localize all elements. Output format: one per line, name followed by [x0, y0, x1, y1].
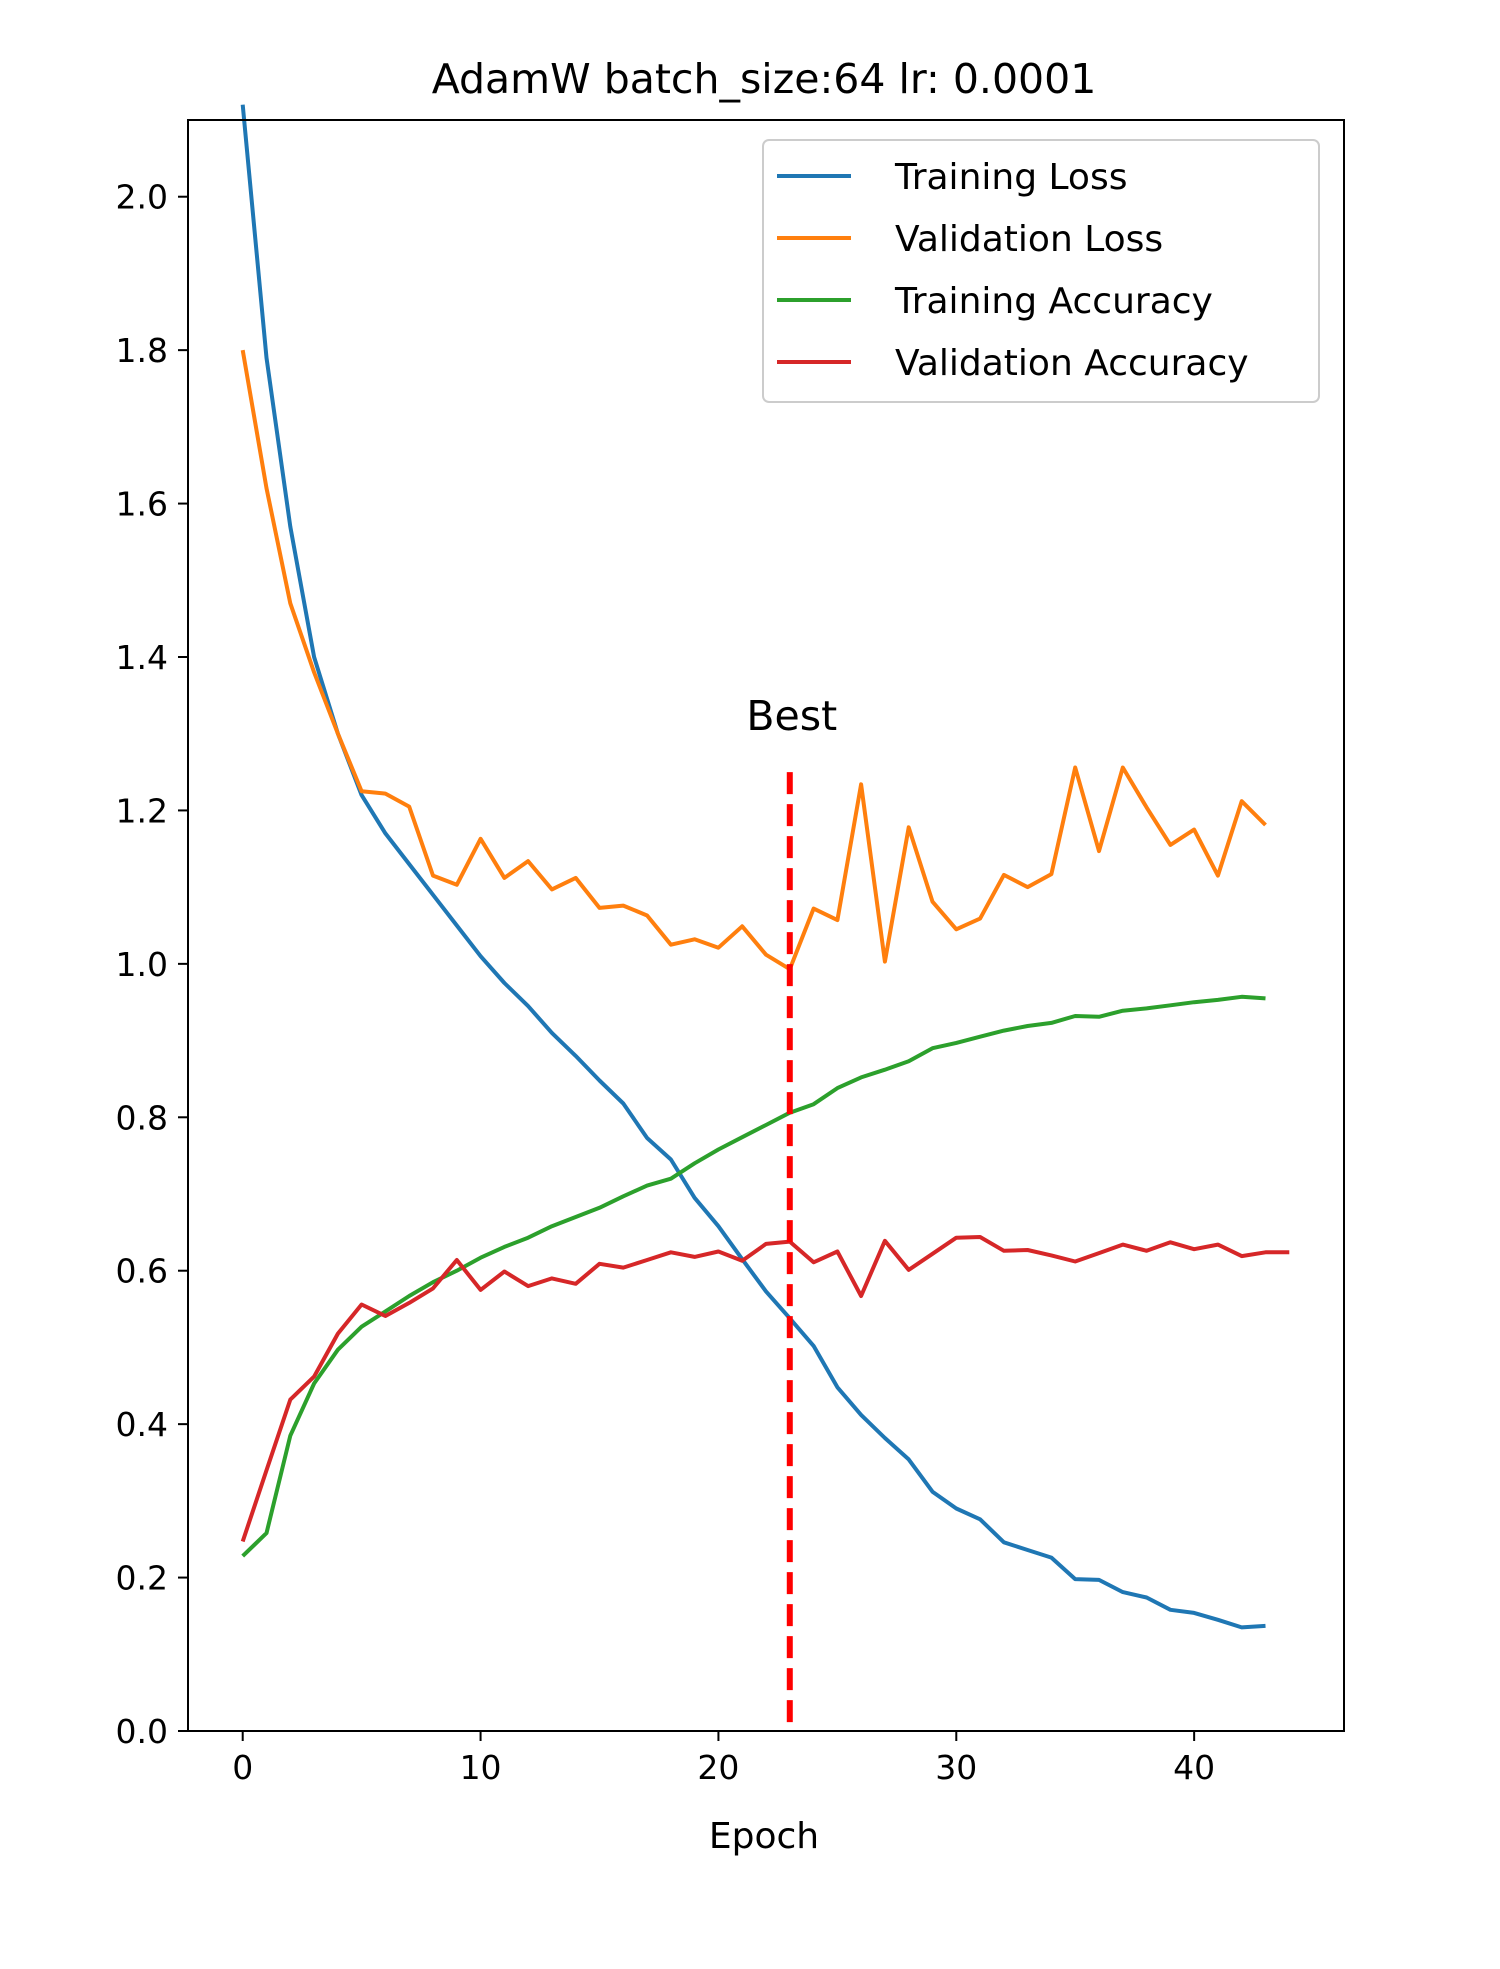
legend-label: Validation Accuracy	[895, 343, 1249, 384]
best-label: Best	[746, 692, 837, 740]
chart-title: AdamW batch_size:64 lr: 0.0001	[432, 55, 1097, 103]
y-tick-label: 1.2	[116, 791, 168, 830]
y-tick-label: 0.8	[116, 1098, 168, 1137]
y-tick-label: 0.6	[116, 1252, 168, 1291]
series-line-training-loss	[240, 104, 1266, 1630]
y-tick-label: 1.0	[116, 945, 168, 984]
y-tick-label: 2.0	[116, 178, 168, 217]
y-tick-label: 0.0	[116, 1712, 168, 1751]
x-tick-label: 0	[232, 1748, 253, 1787]
x-tick-label: 30	[935, 1748, 977, 1787]
y-tick-label: 0.2	[116, 1559, 168, 1598]
series-line-training-accuracy	[241, 994, 1266, 1558]
legend: Training Loss Validation Loss Training Acc…	[762, 139, 1320, 403]
series-line-validation-loss	[240, 349, 1267, 972]
legend-label: Validation Loss	[895, 219, 1163, 260]
x-axis-label: Epoch	[709, 1816, 819, 1857]
y-tick-label: 0.4	[116, 1405, 168, 1444]
x-tick-label: 20	[697, 1748, 739, 1787]
series-line-validation-accuracy	[240, 1235, 1290, 1543]
legend-label: Training Loss	[894, 157, 1127, 198]
y-tick-label: 1.8	[116, 331, 168, 370]
legend-label: Training Accuracy	[894, 281, 1213, 322]
x-tick-label: 40	[1173, 1748, 1215, 1787]
x-tick-label: 10	[460, 1748, 502, 1787]
axes: 0 10 20 30 40 0.0 0.2 0.4 0.6 0.8 1.0 1.2 1.4 1.6 1.8 2…	[116, 119, 1345, 1787]
legend-box	[762, 139, 1320, 403]
y-tick-label: 1.4	[116, 638, 168, 677]
plot-frame	[187, 119, 1345, 1732]
series-group	[240, 104, 1290, 1630]
best-annotation: Best	[746, 692, 837, 1731]
y-tick-label: 1.6	[116, 485, 168, 524]
